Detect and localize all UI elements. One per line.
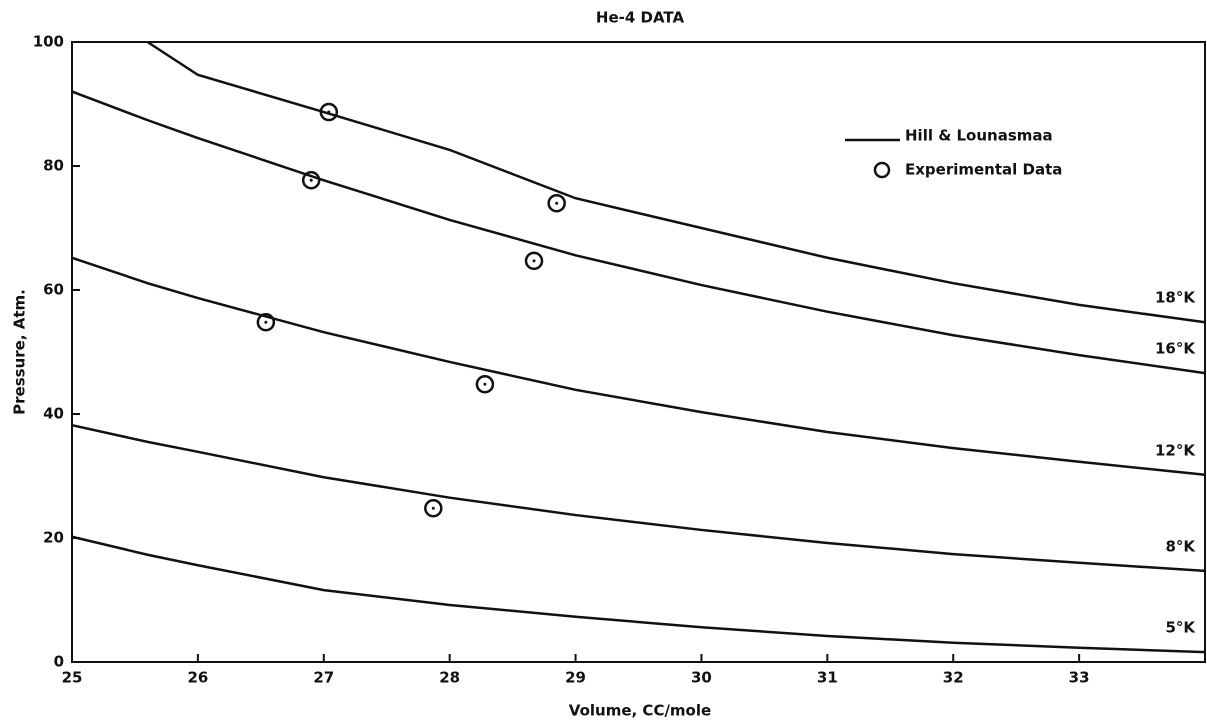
- data-point-dot: [555, 201, 559, 205]
- curve: [71, 423, 1206, 573]
- curve-label: 5°K: [1165, 619, 1196, 637]
- curve-label: 12°K: [1155, 441, 1196, 459]
- x-axis-label: Volume, CC/mole: [569, 702, 711, 720]
- data-point: [319, 102, 339, 122]
- x-tick-label: 30: [691, 669, 712, 687]
- legend-entry: Experimental Data: [905, 161, 1062, 179]
- data-point: [475, 374, 495, 394]
- x-tick-label: 29: [565, 669, 586, 687]
- x-tick-label: 32: [943, 669, 964, 687]
- plot-frame: [71, 41, 1206, 663]
- y-tick-label: 40: [43, 405, 64, 423]
- curve: [71, 256, 1206, 477]
- x-tick-label: 25: [62, 669, 83, 687]
- data-point-dot: [327, 110, 331, 114]
- x-tick-label: 27: [313, 669, 334, 687]
- data-point: [524, 251, 544, 271]
- curve-label: 16°K: [1155, 340, 1196, 358]
- data-point: [256, 312, 276, 332]
- legend-entry: Hill & Lounasmaa: [905, 127, 1053, 145]
- data-point: [424, 498, 443, 518]
- curve: [71, 535, 1206, 654]
- data-point-dot: [483, 382, 487, 386]
- x-tick-label: 28: [439, 669, 460, 687]
- x-tick-label: 26: [187, 669, 208, 687]
- y-tick-label: 60: [43, 281, 64, 299]
- curve-label: 18°K: [1155, 289, 1196, 307]
- curve-label: 8°K: [1165, 537, 1196, 555]
- chart-title: He-4 DATA: [596, 9, 685, 27]
- data-point: [547, 193, 566, 213]
- data-point-dot: [264, 320, 268, 324]
- y-tick-label: 0: [54, 653, 64, 671]
- y-tick-label: 20: [43, 529, 64, 547]
- curve: [146, 40, 1206, 324]
- y-tick-label: 100: [33, 33, 64, 51]
- data-point-dot: [431, 506, 435, 510]
- data-point-dot: [532, 259, 536, 263]
- y-axis-label: Pressure, Atm.: [11, 289, 29, 415]
- x-tick-label: 31: [817, 669, 838, 687]
- legend-point-swatch: [873, 161, 891, 179]
- data-point-dot: [309, 178, 313, 182]
- data-point: [301, 171, 321, 190]
- curve: [71, 90, 1206, 375]
- x-tick-label: 33: [1069, 669, 1090, 687]
- y-tick-label: 80: [43, 157, 64, 175]
